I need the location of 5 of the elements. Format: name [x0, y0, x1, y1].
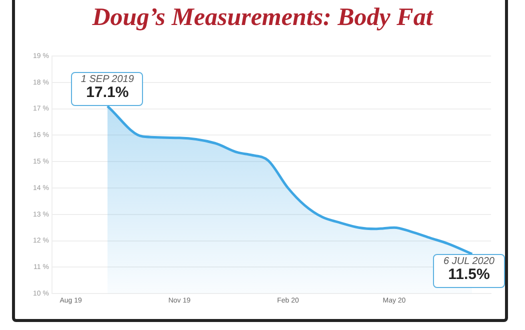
annotation: 1 SEP 2019 — [80, 74, 135, 86]
annotation: 6 JUL 2020 — [442, 256, 496, 267]
chart-title: Doug’s Measurements: Body Fat — [91, 4, 434, 32]
annotation: 11.5% — [447, 266, 491, 284]
annotation: 17.1% — [85, 84, 130, 102]
